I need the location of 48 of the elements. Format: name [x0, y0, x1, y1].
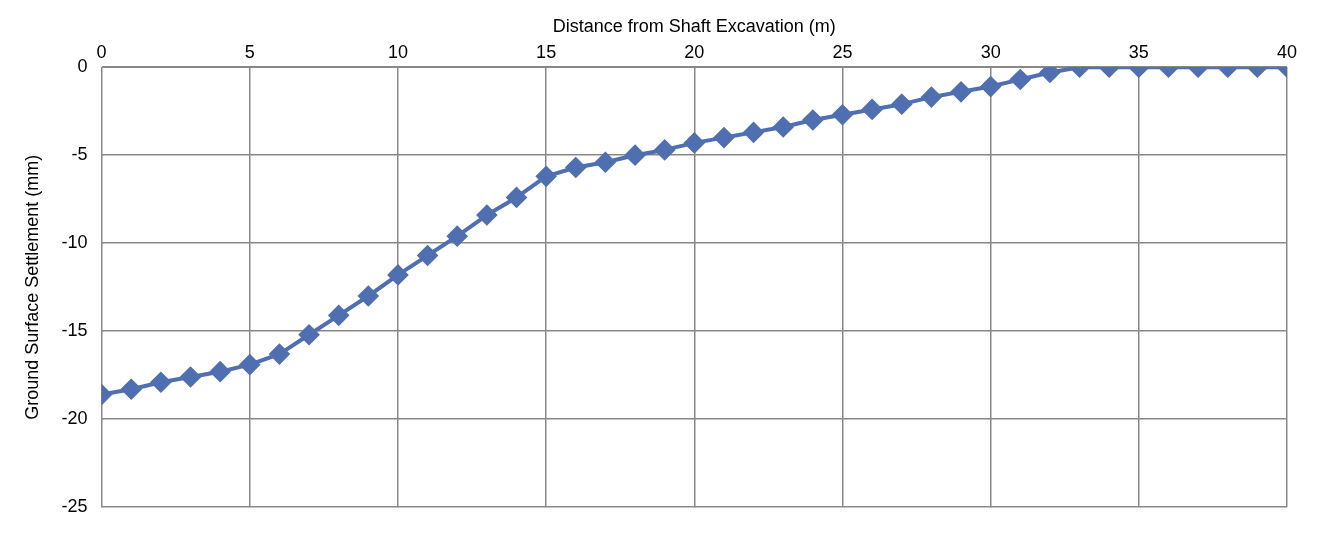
y-tick-label: -25 [61, 496, 88, 517]
x-tick-label: 0 [96, 42, 107, 63]
point [121, 379, 142, 400]
x-tick-label: 20 [684, 42, 705, 63]
point [328, 305, 349, 326]
x-tick-label: 15 [536, 42, 557, 63]
y-tick-label: -20 [61, 408, 88, 429]
y-axis-title: Ground Surface Settlement (mm) [21, 154, 42, 420]
y-tick-label: -10 [61, 232, 88, 253]
y-tick-label: -15 [61, 320, 88, 341]
point [536, 166, 557, 187]
point [980, 76, 1001, 97]
point [1010, 69, 1031, 90]
point [832, 104, 853, 125]
point [150, 372, 171, 393]
point [802, 110, 823, 130]
point [387, 264, 408, 285]
x-tick-label: 40 [1276, 42, 1298, 63]
point [595, 152, 616, 173]
point [269, 344, 290, 365]
point [921, 87, 942, 108]
point [654, 139, 675, 160]
x-tick-label: 5 [244, 42, 255, 63]
point [447, 226, 468, 247]
y-tick-label: 0 [77, 56, 88, 77]
point [743, 122, 764, 143]
y-tick-label: -5 [71, 144, 88, 165]
point [476, 205, 497, 226]
x-axis-title: Distance from Shaft Excavation (m) [552, 15, 836, 36]
point [210, 361, 231, 382]
point [951, 81, 972, 102]
point [239, 354, 260, 375]
point [506, 187, 527, 208]
point [625, 145, 646, 166]
point [358, 286, 379, 306]
x-tick-label: 35 [1128, 42, 1149, 63]
point [565, 157, 586, 178]
x-tick-label: 30 [980, 42, 1001, 63]
x-tick-label: 10 [387, 42, 408, 63]
point [417, 245, 438, 266]
point [713, 127, 734, 148]
point [862, 99, 883, 120]
point [773, 117, 794, 138]
point [299, 324, 320, 345]
point [891, 94, 912, 115]
x-tick-label: 25 [832, 42, 853, 63]
point [684, 132, 705, 153]
point [180, 366, 201, 387]
